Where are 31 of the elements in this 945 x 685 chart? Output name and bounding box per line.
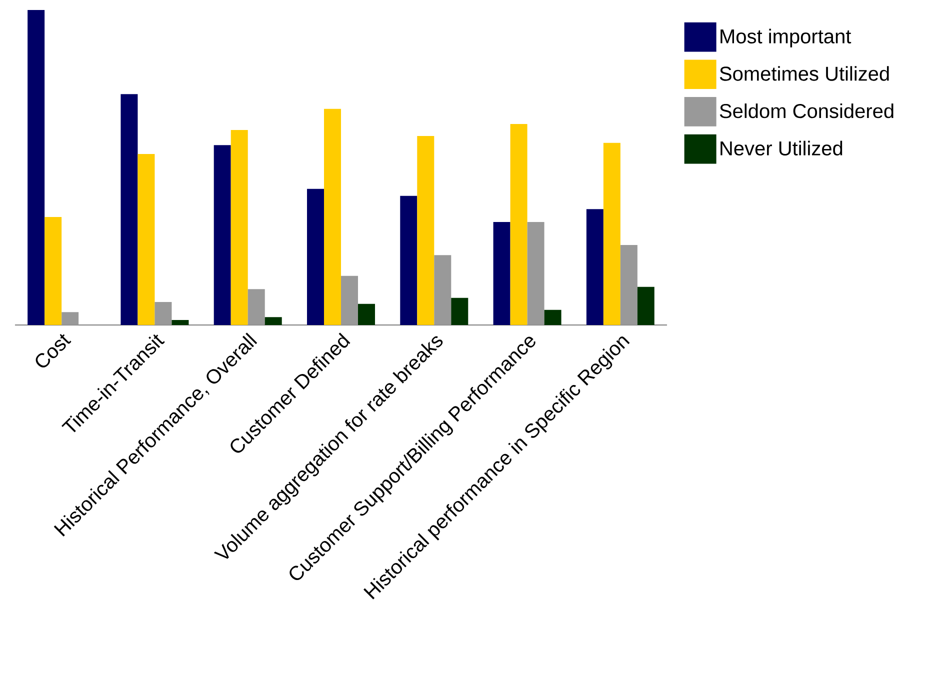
- bar: [248, 289, 265, 325]
- bar: [172, 320, 189, 325]
- bar: [62, 312, 79, 325]
- bar: [358, 304, 375, 325]
- bar: [434, 255, 452, 325]
- bar: [44, 216, 62, 325]
- legend-label: Sometimes Utilized: [720, 66, 889, 81]
- bar: [451, 298, 468, 325]
- bar: [28, 10, 45, 325]
- bar: [120, 94, 138, 325]
- legend-label: Never Utilized: [720, 140, 842, 156]
- bar: [637, 286, 654, 325]
- bar: [493, 222, 510, 325]
- bar: [264, 317, 282, 325]
- bar: [324, 108, 341, 325]
- legend-label: Seldom Considered: [720, 103, 894, 118]
- bar: [341, 276, 358, 325]
- bar: [620, 244, 638, 325]
- bar: [400, 196, 418, 325]
- bar: [307, 188, 324, 325]
- bar: [417, 136, 434, 325]
- bar: [544, 310, 562, 325]
- bar: [586, 209, 604, 325]
- legend-label: Most important: [720, 28, 852, 48]
- bar: [230, 130, 248, 325]
- bar: [527, 222, 544, 325]
- bar: [154, 302, 172, 325]
- bar: [214, 145, 231, 325]
- bar: [510, 124, 528, 325]
- bar: [138, 154, 155, 325]
- bar: [603, 142, 620, 325]
